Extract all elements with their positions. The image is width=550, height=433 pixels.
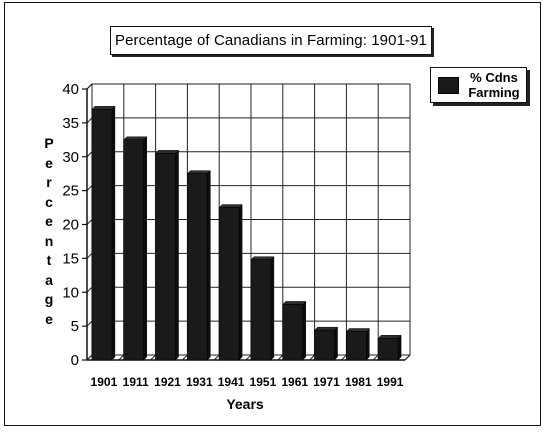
y-axis-label-letter: P <box>44 135 54 151</box>
bar-top <box>123 136 148 141</box>
bar-top <box>250 256 275 260</box>
x-tick-label: 1981 <box>345 375 372 389</box>
floor-line <box>341 354 347 361</box>
y-axis-label-letter: g <box>44 291 54 307</box>
bar <box>282 304 304 361</box>
y-tick-depth <box>86 253 93 259</box>
y-tick-depth <box>86 286 93 293</box>
bar-side <box>207 170 211 361</box>
y-tick-depth <box>86 185 93 191</box>
bar-side <box>143 136 147 361</box>
floor-line <box>245 354 252 361</box>
floor-line <box>309 354 315 361</box>
bar-top <box>282 301 307 305</box>
bar-side <box>270 256 275 361</box>
legend-label-line1: % Cdns <box>470 70 518 85</box>
legend-swatch <box>438 77 459 94</box>
y-tick-label: 5 <box>71 318 79 335</box>
y-axis-top-depth <box>86 83 93 90</box>
x-tick-label: 1951 <box>250 375 277 389</box>
chart-title-box: Percentage of Canadians in Farming: 1901… <box>110 26 432 55</box>
bar-side <box>397 334 402 361</box>
bar-top <box>154 150 180 154</box>
bar <box>345 331 367 361</box>
x-tick-label: 1941 <box>218 375 245 389</box>
y-axis-label-letter: n <box>44 232 54 249</box>
y-axis-label-letter: a <box>45 271 53 288</box>
floor-line <box>213 354 220 361</box>
bar <box>187 173 208 361</box>
x-axis-label: Years <box>226 396 264 412</box>
bar-top <box>91 106 116 110</box>
y-tick-depth <box>86 151 93 158</box>
x-tick-label: 1911 <box>123 375 149 389</box>
y-tick-label: 30 <box>62 149 79 166</box>
floor-line <box>86 354 93 361</box>
y-axis-label-letter: e <box>45 154 53 171</box>
bar <box>123 139 144 361</box>
floor-line <box>277 354 284 361</box>
bar <box>314 329 335 361</box>
bar-top <box>345 328 370 332</box>
y-axis-label-letter: e <box>45 310 53 327</box>
floor-line <box>150 354 156 361</box>
y-axis-label-letter: c <box>45 193 53 210</box>
x-tick-label: 1971 <box>313 375 340 389</box>
y-tick-label: 10 <box>62 284 79 301</box>
x-tick-label: 1991 <box>377 375 404 389</box>
floor-line <box>372 354 379 361</box>
y-tick-depth <box>86 219 93 225</box>
bar-top <box>218 204 243 208</box>
bar <box>377 338 399 361</box>
y-axis-label-letter: e <box>45 213 53 229</box>
y-axis-label-letter: r <box>46 174 52 190</box>
y-tick-label: 40 <box>62 81 79 98</box>
bar-side <box>111 105 116 361</box>
bar-top <box>186 170 211 174</box>
legend-label-line2: Farming <box>468 85 520 100</box>
legend: % Cdns Farming <box>430 67 527 103</box>
floor-line <box>118 354 125 361</box>
x-tick-label: 1901 <box>91 375 118 389</box>
bar-top <box>313 326 339 331</box>
x-axis-end-depth <box>404 354 411 361</box>
y-tick-depth <box>86 117 93 124</box>
bar-side <box>238 203 243 361</box>
bar-side <box>334 326 338 361</box>
bar <box>91 109 113 361</box>
y-tick-label: 35 <box>62 115 79 132</box>
chart-title: Percentage of Canadians in Farming: 1901… <box>115 32 427 49</box>
bar <box>218 207 240 361</box>
x-tick-label: 1921 <box>154 375 181 389</box>
legend-label: % Cdns Farming <box>463 70 525 100</box>
floor-line <box>182 354 188 361</box>
x-tick-label: 1961 <box>281 375 308 389</box>
bar-side <box>175 149 179 361</box>
y-tick-label: 25 <box>62 183 79 200</box>
x-tick-label: 1931 <box>186 375 213 389</box>
y-tick-label: 0 <box>71 352 79 369</box>
y-tick-label: 15 <box>62 250 79 267</box>
bar <box>250 259 272 361</box>
bar <box>155 153 176 361</box>
bar-top <box>377 335 402 339</box>
y-tick-depth <box>86 320 93 327</box>
bar-side <box>366 327 370 361</box>
y-tick-label: 20 <box>62 217 79 234</box>
bar-side <box>302 300 306 361</box>
y-axis-label-letter: t <box>46 252 52 268</box>
